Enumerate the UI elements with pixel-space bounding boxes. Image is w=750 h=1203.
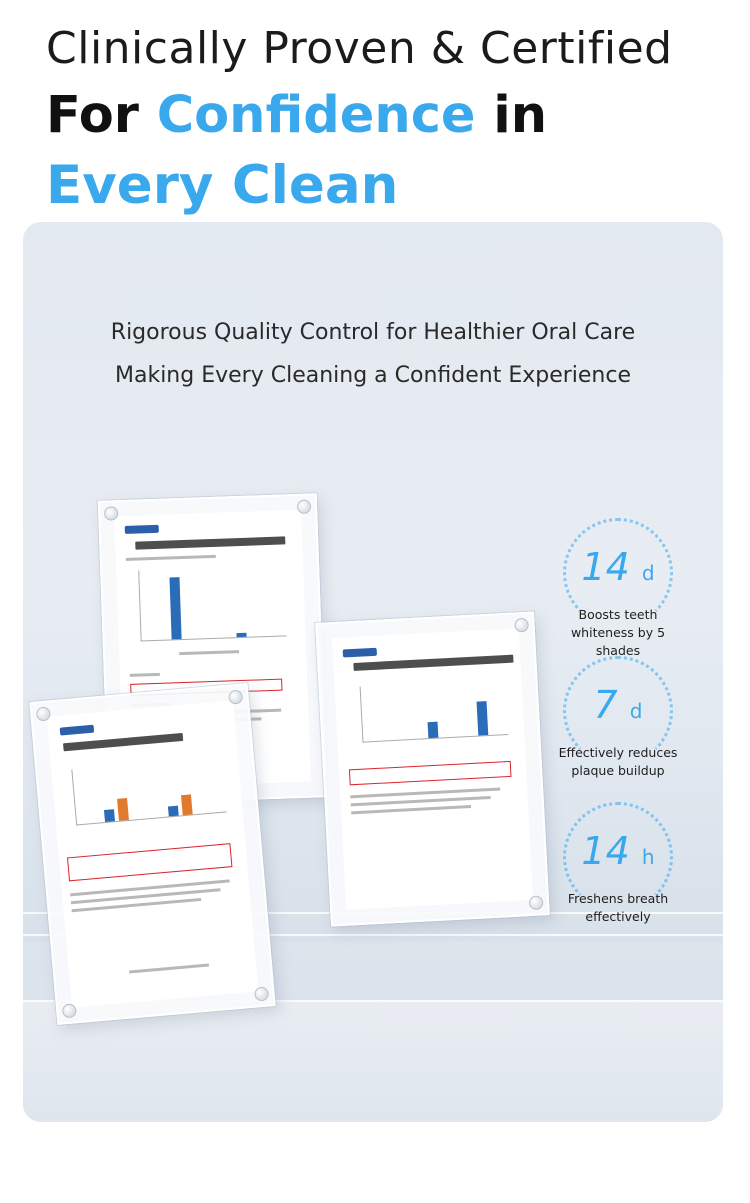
report-bar bbox=[427, 721, 439, 739]
lab-logo bbox=[342, 647, 377, 658]
shelf-bottom bbox=[23, 1002, 723, 1122]
heading: Clinically Proven & Certified For Confid… bbox=[46, 18, 736, 220]
text-line bbox=[179, 650, 240, 656]
badge-plaque: 7 d Effectively reduces plaque buildup bbox=[548, 656, 688, 780]
frame-pin bbox=[254, 986, 270, 1002]
shelf-edge-line bbox=[23, 934, 723, 936]
dotted-ring-icon: 14 h bbox=[563, 802, 673, 912]
lab-logo bbox=[59, 724, 95, 736]
frame-pin bbox=[296, 499, 312, 514]
test-report-frame bbox=[315, 611, 550, 927]
heading-line-2-prefix: For bbox=[46, 86, 157, 145]
badge-breath: 14 h Freshens breath effectively bbox=[548, 802, 688, 926]
highlight-box bbox=[66, 843, 233, 882]
frame-pin bbox=[228, 689, 244, 705]
badge-whitening: 14 d Boosts teeth whiteness by 5 shades bbox=[548, 518, 688, 660]
test-report-paper bbox=[332, 628, 533, 910]
dotted-ring-icon: 14 d bbox=[563, 518, 673, 628]
badge-unit: d bbox=[629, 699, 643, 723]
text-line bbox=[129, 963, 210, 974]
report-bar bbox=[169, 577, 182, 640]
badge-value: 14 bbox=[581, 545, 630, 589]
badge-value-wrap: 14 d bbox=[566, 545, 670, 589]
report-chart bbox=[138, 565, 287, 642]
shelf-edge-line bbox=[23, 1000, 723, 1002]
text-line bbox=[125, 554, 216, 561]
text-line bbox=[351, 805, 472, 815]
badge-value: 7 bbox=[593, 683, 618, 727]
report-bar bbox=[117, 798, 129, 821]
badge-value-wrap: 14 h bbox=[566, 829, 670, 873]
badge-value: 14 bbox=[581, 829, 630, 873]
report-bar bbox=[103, 809, 115, 823]
heading-line-1: Clinically Proven & Certified bbox=[46, 23, 673, 74]
report-title-block bbox=[353, 654, 514, 671]
report-bar bbox=[476, 701, 489, 736]
report-bar bbox=[167, 805, 179, 817]
text-line bbox=[129, 672, 160, 677]
test-report-frame bbox=[29, 683, 276, 1025]
report-title-block bbox=[135, 536, 286, 550]
heading-line-2: For Confidence in bbox=[46, 80, 736, 152]
report-bar bbox=[180, 794, 193, 816]
badge-unit: d bbox=[641, 561, 655, 585]
highlight-box bbox=[348, 760, 512, 786]
report-chart bbox=[359, 679, 509, 743]
badge-unit: h bbox=[641, 845, 655, 869]
frame-pin bbox=[528, 895, 544, 911]
subtitle-line-2: Making Every Cleaning a Confident Experi… bbox=[114, 363, 632, 388]
badge-value-wrap: 7 d bbox=[566, 683, 670, 727]
frame-pin bbox=[61, 1003, 77, 1019]
test-report-paper bbox=[46, 700, 259, 1008]
subtitle-line-1: Rigorous Quality Control for Healthier O… bbox=[110, 320, 636, 345]
dotted-ring-icon: 7 d bbox=[563, 656, 673, 766]
heading-line-3: Every Clean bbox=[46, 155, 399, 216]
lab-logo bbox=[124, 524, 159, 534]
heading-accent-word: Confidence bbox=[156, 86, 476, 145]
report-chart bbox=[71, 756, 227, 826]
heading-line-2-suffix: in bbox=[475, 86, 548, 145]
report-title-block bbox=[63, 732, 184, 752]
report-bar bbox=[236, 632, 247, 638]
frame-pin bbox=[514, 617, 529, 633]
